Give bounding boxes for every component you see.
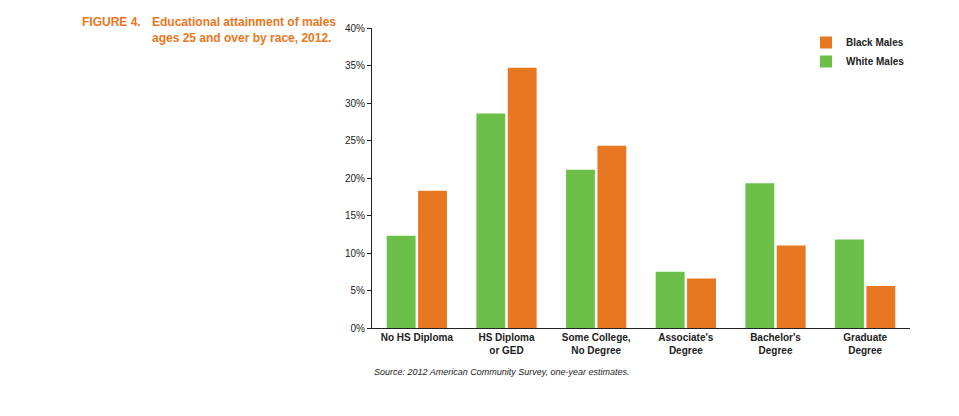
svg-text:HS Diplomaor GED: HS Diplomaor GED [478, 332, 535, 356]
svg-text:0%: 0% [351, 323, 366, 334]
svg-text:10%: 10% [345, 248, 365, 259]
svg-text:Educational attainment of male: Educational attainment of malesages 25 a… [152, 15, 336, 45]
svg-text:Bachelor'sDegree: Bachelor'sDegree [750, 332, 801, 356]
svg-text:GraduateDegree: GraduateDegree [843, 332, 887, 356]
svg-text:25%: 25% [345, 135, 365, 146]
svg-text:White Males: White Males [846, 56, 904, 67]
svg-text:5%: 5% [351, 285, 366, 296]
svg-text:No HS Diploma: No HS Diploma [381, 332, 454, 343]
svg-text:FIGURE 4.: FIGURE 4. [82, 15, 141, 29]
svg-text:Some College,No Degree: Some College,No Degree [562, 332, 631, 356]
svg-text:15%: 15% [345, 210, 365, 221]
svg-text:30%: 30% [345, 98, 365, 109]
svg-text:35%: 35% [345, 60, 365, 71]
svg-text:40%: 40% [345, 23, 365, 34]
svg-text:Source: 2012 American Communit: Source: 2012 American Community Survey, … [374, 367, 630, 377]
svg-text:Associate'sDegree: Associate'sDegree [658, 332, 714, 356]
svg-text:20%: 20% [345, 173, 365, 184]
svg-text:Black Males: Black Males [846, 37, 904, 48]
